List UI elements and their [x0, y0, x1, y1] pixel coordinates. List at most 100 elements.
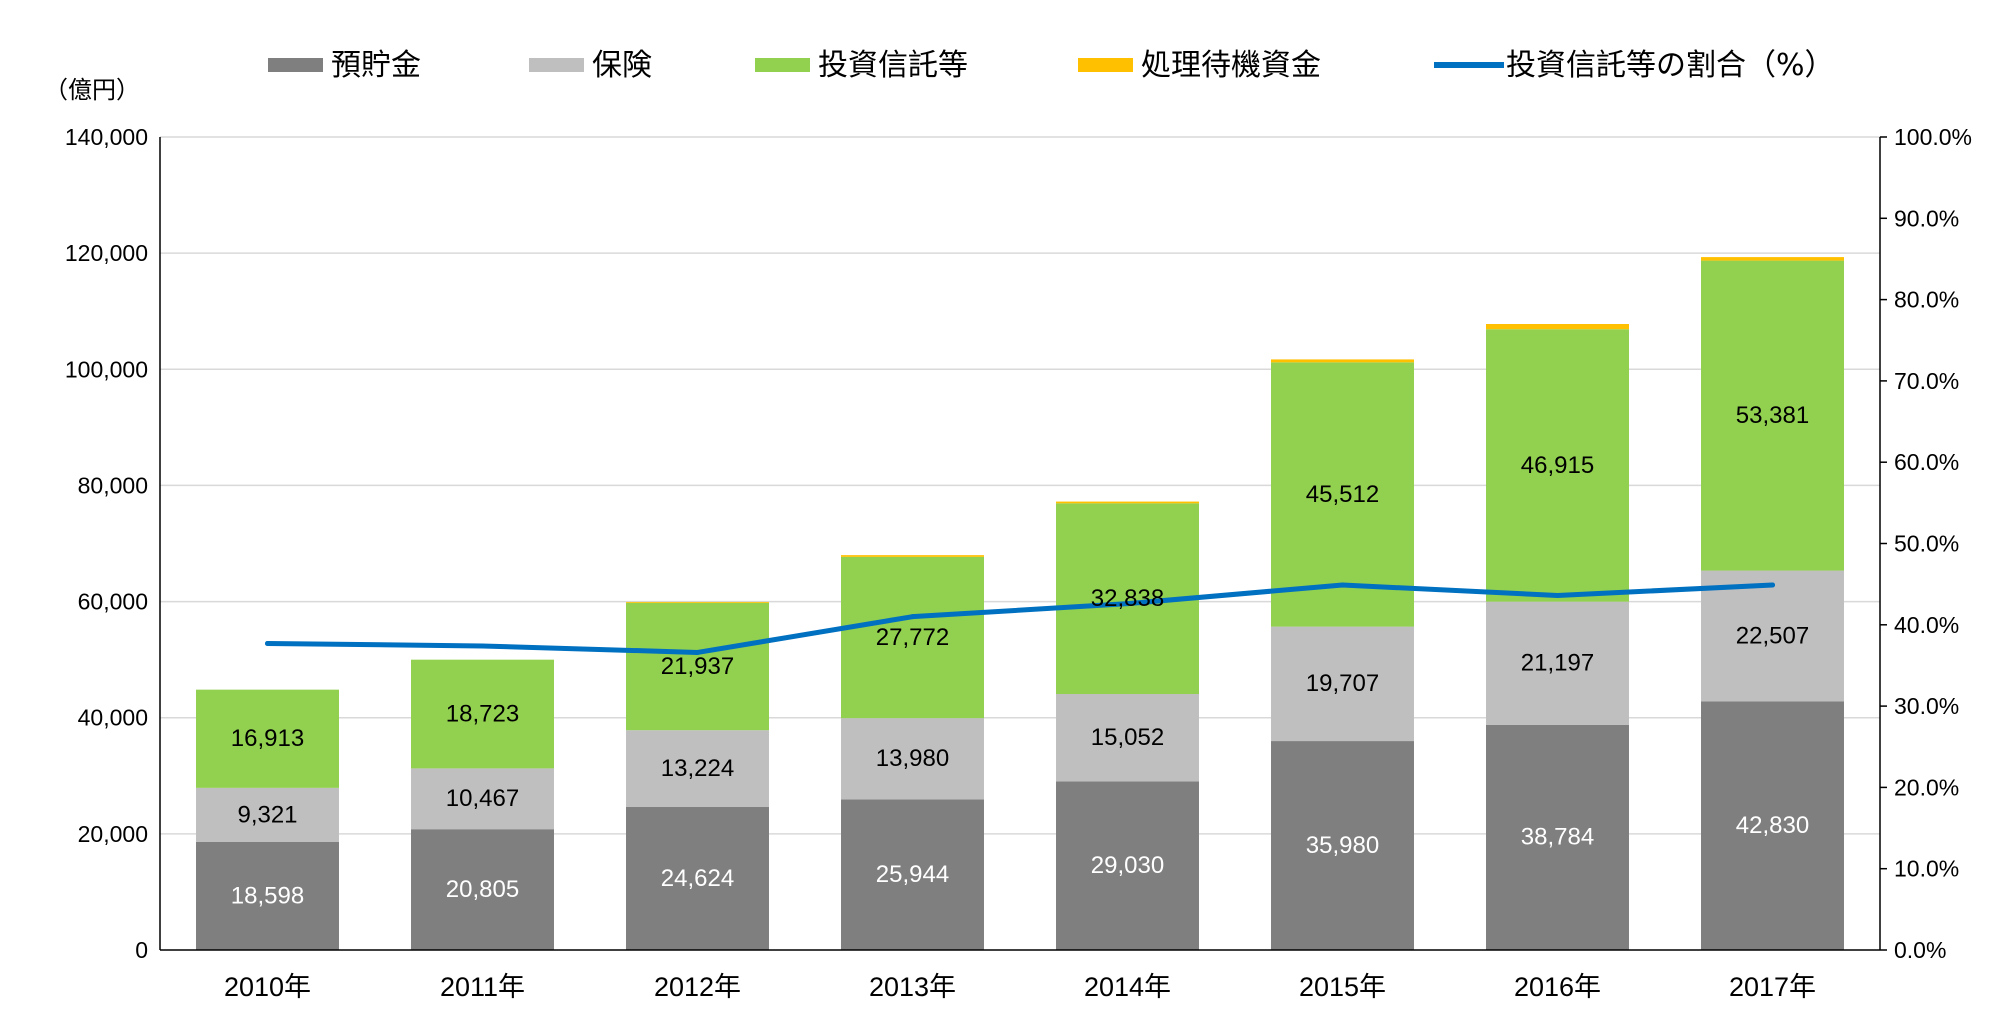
legend-label: 処理待機資金	[1141, 48, 1321, 83]
data-label: 32,838	[1091, 585, 1164, 612]
legend-item: 投資信託等の割合（%）	[1434, 48, 1835, 83]
legend-label: 預貯金	[331, 48, 421, 83]
legend-swatch	[529, 58, 584, 72]
bar-segment	[1271, 626, 1414, 742]
y2-tick-label: 10.0%	[1894, 856, 1959, 882]
y-tick-label: 60,000	[78, 589, 148, 615]
data-label: 13,980	[876, 745, 949, 772]
x-tick-label: 2010年	[224, 972, 311, 1002]
y-tick-label: 40,000	[78, 705, 148, 731]
bar-segment	[1271, 741, 1414, 950]
legend-item: 処理待機資金	[1078, 48, 1321, 83]
bar-segment	[626, 807, 769, 950]
line-point	[1770, 582, 1775, 588]
data-label: 22,507	[1736, 622, 1809, 649]
data-label: 42,830	[1736, 812, 1809, 839]
x-tick-label: 2017年	[1729, 972, 1816, 1002]
bar-segment	[196, 787, 339, 842]
y-axis-unit-label: （億円）	[44, 76, 140, 104]
data-label: 13,224	[661, 755, 734, 782]
bar-segment	[841, 555, 984, 557]
y2-tick-label: 100.0%	[1894, 124, 1972, 150]
bar-segment	[1486, 724, 1629, 950]
y-tick-label: 20,000	[78, 821, 148, 847]
data-label: 27,772	[876, 624, 949, 651]
legend-item: 預貯金	[268, 48, 421, 83]
legend-swatch	[755, 58, 810, 72]
data-label: 24,624	[661, 865, 734, 892]
bar-segment	[1271, 359, 1414, 363]
legend-label: 投資信託等の割合（%）	[1506, 48, 1835, 83]
bar-segment	[626, 730, 769, 808]
legend-item: 投資信託等	[755, 48, 968, 83]
y-tick-label: 100,000	[65, 356, 148, 382]
legend-label: 保険	[592, 48, 652, 83]
data-label: 45,512	[1306, 481, 1379, 508]
y-tick-label: 0	[135, 937, 148, 963]
data-label: 16,913	[231, 725, 304, 752]
data-label: 38,784	[1521, 824, 1594, 851]
bar-segment	[1486, 324, 1629, 330]
bar-segment	[1056, 501, 1199, 504]
share-line-path	[265, 582, 1775, 655]
axes: 0 20,000 40,000 60,000 80,000 100,000 120,000 1…	[65, 124, 1972, 1002]
bar-segment	[1056, 781, 1199, 950]
legend-item: 保険	[529, 48, 652, 83]
y2-tick-label: 50.0%	[1894, 531, 1959, 557]
data-label: 19,707	[1306, 670, 1379, 697]
x-tick-label: 2011年	[440, 972, 525, 1002]
x-tick-label: 2013年	[869, 972, 956, 1002]
data-label: 29,030	[1091, 852, 1164, 879]
y2-tick-label: 90.0%	[1894, 205, 1959, 231]
bar-segment	[626, 601, 769, 603]
bar-segment	[411, 768, 554, 830]
bar-segment	[196, 689, 339, 788]
bar-segment	[411, 829, 554, 950]
x-tick-label: 2016年	[1514, 972, 1601, 1002]
data-label: 18,723	[446, 700, 519, 727]
y2-tick-label: 30.0%	[1894, 693, 1959, 719]
legend-label: 投資信託等	[818, 48, 968, 83]
y-tick-label: 140,000	[65, 124, 148, 150]
bar-segment	[841, 556, 984, 719]
bar-segment	[841, 799, 984, 950]
bar-segment	[841, 718, 984, 800]
bar-segment	[1701, 257, 1844, 261]
bar-segment	[1701, 260, 1844, 571]
x-tick-label: 2014年	[1084, 972, 1171, 1002]
y-tick-label: 120,000	[65, 240, 148, 266]
legend: 預貯金 保険 投資信託等 処理待機資金 投資信託等の割合（%）	[268, 48, 1835, 83]
line-point	[265, 640, 270, 646]
data-label: 20,805	[446, 876, 519, 903]
bar-segment	[1056, 694, 1199, 782]
legend-swatch	[268, 58, 323, 72]
data-label: 46,915	[1521, 452, 1594, 479]
bars	[196, 257, 1844, 950]
line-point	[910, 614, 915, 620]
line-point	[1340, 582, 1345, 588]
bar-segment	[626, 602, 769, 731]
y2-tick-label: 0.0%	[1894, 937, 1946, 963]
bar-segment	[1701, 570, 1844, 702]
data-label: 35,980	[1306, 832, 1379, 859]
data-label: 25,944	[876, 861, 949, 888]
y2-tick-label: 80.0%	[1894, 287, 1959, 313]
line-point	[695, 649, 700, 655]
share-line	[265, 582, 1775, 655]
data-label: 21,197	[1521, 650, 1594, 677]
legend-swatch	[1078, 58, 1133, 72]
data-label: 53,381	[1736, 402, 1809, 429]
data-label: 18,598	[231, 882, 304, 909]
y2-tick-label: 60.0%	[1894, 449, 1959, 475]
y2-tick-label: 70.0%	[1894, 368, 1959, 394]
data-label: 10,467	[446, 785, 519, 812]
line-point	[1555, 593, 1560, 599]
line-point	[480, 643, 485, 649]
y2-tick-label: 20.0%	[1894, 774, 1959, 800]
x-tick-label: 2012年	[654, 972, 741, 1002]
bar-segment	[1486, 329, 1629, 602]
x-tick-label: 2015年	[1299, 972, 1386, 1002]
bar-segment	[1701, 701, 1844, 950]
